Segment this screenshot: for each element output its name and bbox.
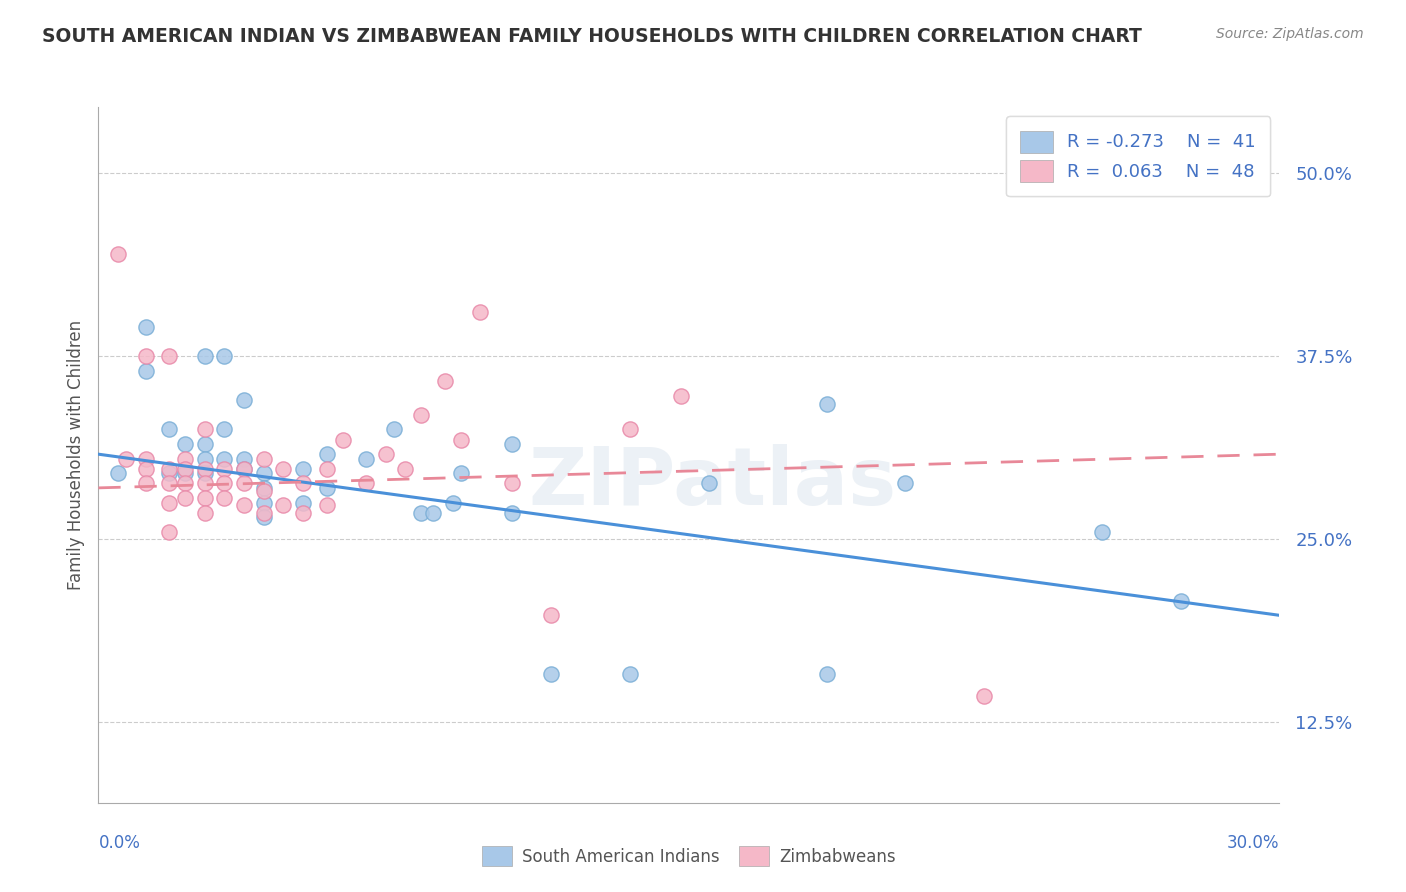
Point [669,388,692,402]
Point [1091,524,1114,539]
Point [315,481,337,495]
Point [411,506,433,520]
Point [157,476,180,491]
Point [1170,593,1192,607]
Point [815,397,838,411]
Point [157,462,180,476]
Point [470,305,492,319]
Point [501,476,523,491]
Point [253,467,276,481]
Point [697,476,720,491]
Point [253,451,276,466]
Point [540,666,562,681]
Point [233,499,256,513]
Point [253,510,276,524]
Point [815,666,838,681]
Point [233,451,256,466]
Point [157,524,180,539]
Point [894,476,917,491]
Point [135,451,157,466]
Point [292,506,315,520]
Point [174,437,197,451]
Point [194,349,217,363]
Point [292,495,315,509]
Point [214,451,236,466]
Point [233,462,256,476]
Point [174,476,197,491]
Text: 30.0%: 30.0% [1227,834,1279,852]
Point [273,499,295,513]
Point [115,451,138,466]
Point [135,349,157,363]
Point [194,422,217,436]
Point [194,491,217,505]
Point [214,422,236,436]
Point [273,462,295,476]
Point [411,408,433,422]
Point [214,349,236,363]
Legend: South American Indians, Zimbabweans: South American Indians, Zimbabweans [474,838,904,875]
Point [253,483,276,498]
Point [194,437,217,451]
Point [135,476,157,491]
Point [450,467,472,481]
Point [157,495,180,509]
Point [214,491,236,505]
Point [135,319,157,334]
Text: Source: ZipAtlas.com: Source: ZipAtlas.com [1216,27,1364,41]
Point [233,462,256,476]
Point [354,476,377,491]
Point [450,433,472,447]
Text: ZIPatlas: ZIPatlas [529,443,897,522]
Point [194,467,217,481]
Point [214,462,236,476]
Point [253,481,276,495]
Point [540,608,562,623]
Y-axis label: Family Households with Children: Family Households with Children [66,320,84,590]
Point [332,433,354,447]
Point [253,506,276,520]
Point [315,499,337,513]
Point [233,476,256,491]
Point [374,447,396,461]
Point [433,374,456,388]
Text: SOUTH AMERICAN INDIAN VS ZIMBABWEAN FAMILY HOUSEHOLDS WITH CHILDREN CORRELATION : SOUTH AMERICAN INDIAN VS ZIMBABWEAN FAMI… [42,27,1142,45]
Point [194,462,217,476]
Point [501,506,523,520]
Point [382,422,405,436]
Point [292,462,315,476]
Point [354,451,377,466]
Point [422,506,444,520]
Point [157,349,180,363]
Point [315,447,337,461]
Point [619,666,641,681]
Point [441,495,464,509]
Point [194,451,217,466]
Point [135,462,157,476]
Point [214,476,236,491]
Point [107,246,129,260]
Point [174,467,197,481]
Legend: R = -0.273    N =  41, R =  0.063    N =  48: R = -0.273 N = 41, R = 0.063 N = 48 [1005,116,1271,196]
Point [157,467,180,481]
Point [619,422,641,436]
Point [135,364,157,378]
Point [973,689,995,703]
Point [501,437,523,451]
Point [194,506,217,520]
Point [174,451,197,466]
Point [253,495,276,509]
Point [107,467,129,481]
Point [174,491,197,505]
Text: 0.0%: 0.0% [98,834,141,852]
Point [157,422,180,436]
Point [292,476,315,491]
Point [233,392,256,407]
Point [194,476,217,491]
Point [394,462,416,476]
Point [174,462,197,476]
Point [315,462,337,476]
